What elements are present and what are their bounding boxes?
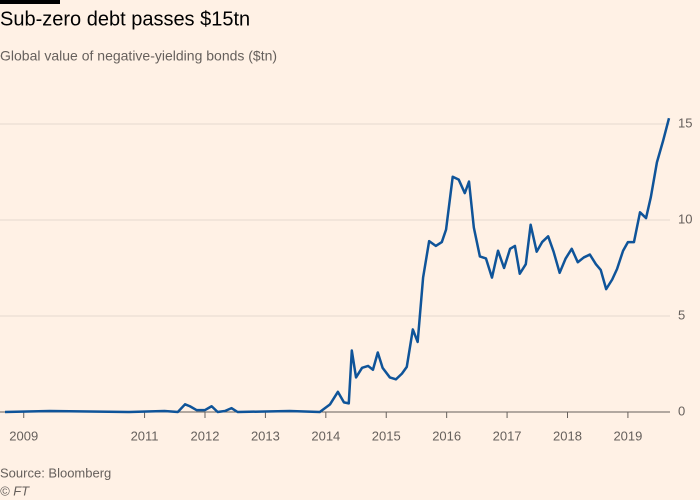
y-tick-label: 0 [678, 403, 685, 418]
x-tick-label: 2009 [9, 428, 38, 443]
x-tick-label: 2015 [372, 428, 401, 443]
line [4, 117, 671, 414]
chart-subtitle: Global value of negative-yielding bonds … [0, 48, 277, 64]
x-tick-label: 2014 [311, 428, 340, 443]
y-tick-label: 5 [678, 307, 685, 322]
y-tick-label: 10 [678, 211, 692, 226]
x-tick-label: 2013 [251, 428, 280, 443]
x-tick-label: 2012 [191, 428, 220, 443]
ft-bar [0, 0, 60, 4]
y-tick-label: 15 [678, 115, 692, 130]
chart-title: Sub-zero debt passes $15tn [0, 8, 250, 30]
x-tick-label: 2019 [613, 428, 642, 443]
x-tick-label: 2016 [432, 428, 461, 443]
x-tick-label: 2017 [493, 428, 522, 443]
source: Source: Bloomberg [0, 465, 111, 480]
credit: © FT [0, 483, 30, 498]
x-tick-label: 2018 [553, 428, 582, 443]
x-tick-label: 2011 [131, 428, 159, 443]
